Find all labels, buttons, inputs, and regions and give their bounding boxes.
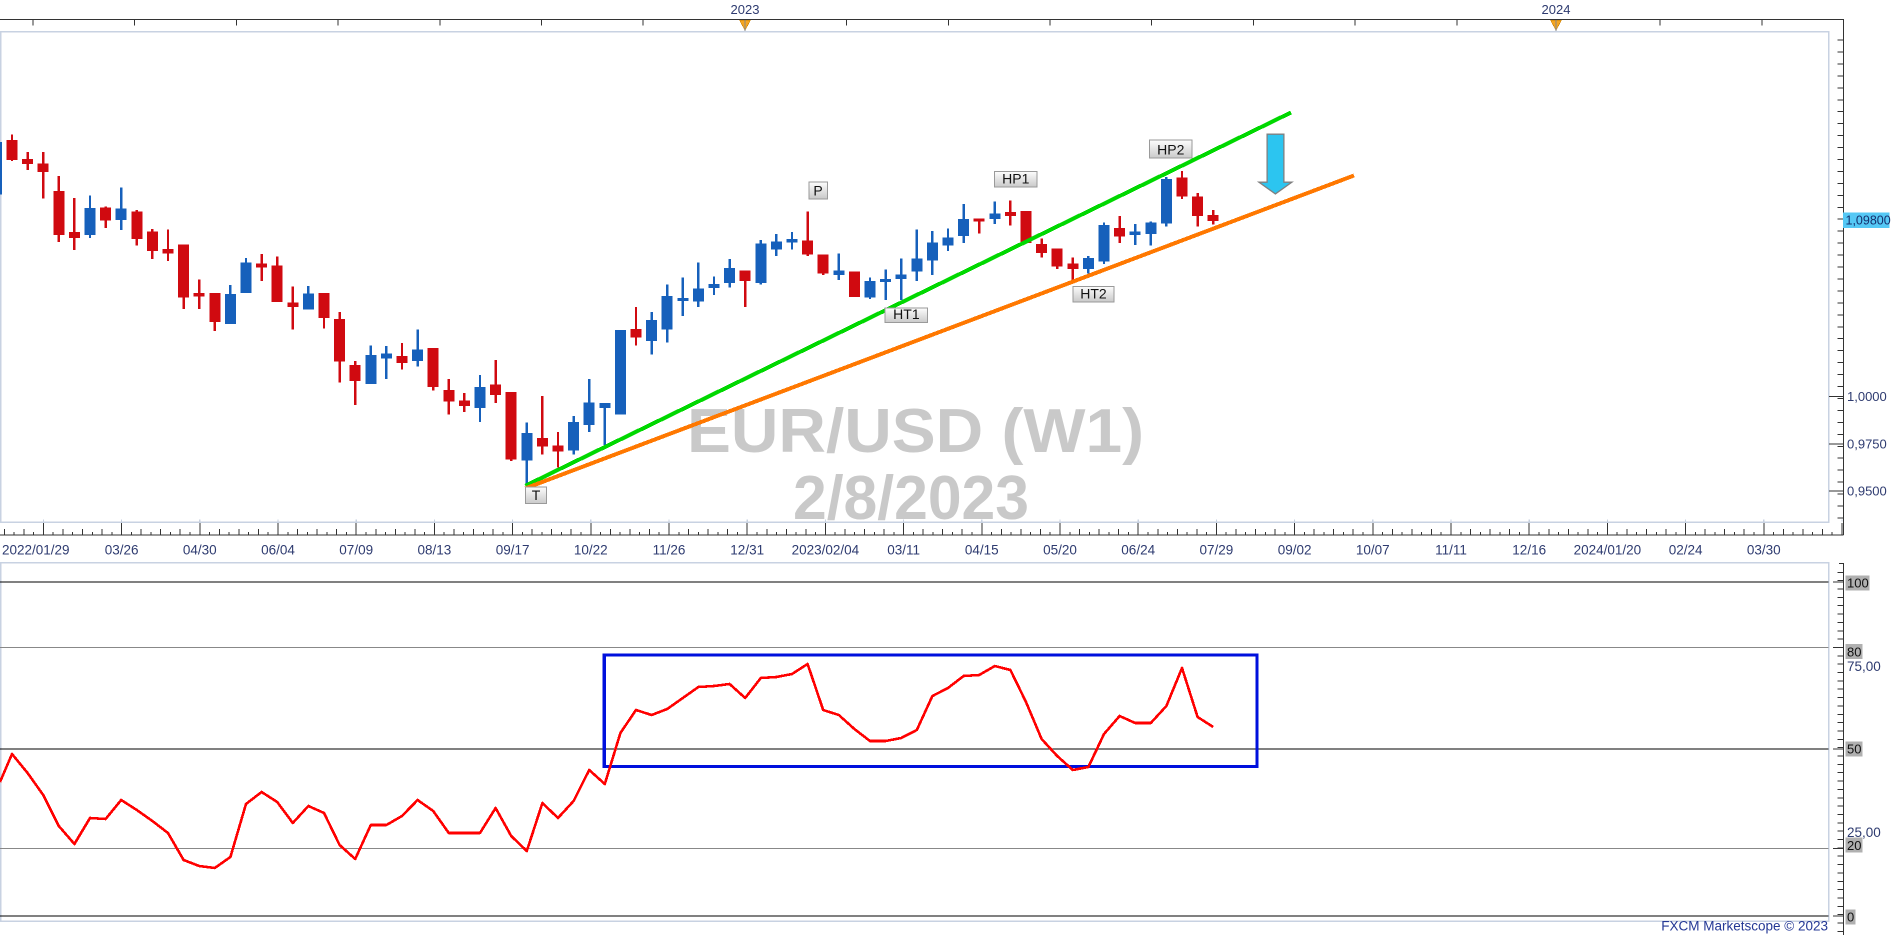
svg-text:03/30: 03/30 bbox=[1747, 543, 1781, 558]
svg-text:2023: 2023 bbox=[731, 2, 760, 17]
svg-text:06/04: 06/04 bbox=[261, 543, 295, 558]
svg-text:50: 50 bbox=[1847, 742, 1861, 757]
svg-text:05/20: 05/20 bbox=[1043, 543, 1077, 558]
svg-text:0: 0 bbox=[1847, 910, 1854, 925]
svg-text:12/31: 12/31 bbox=[730, 543, 764, 558]
svg-text:HT1: HT1 bbox=[893, 306, 920, 322]
svg-text:2024: 2024 bbox=[1542, 2, 1571, 17]
svg-text:06/24: 06/24 bbox=[1121, 543, 1155, 558]
svg-text:03/26: 03/26 bbox=[105, 543, 139, 558]
svg-text:0,9750: 0,9750 bbox=[1847, 437, 1887, 452]
svg-text:75,00: 75,00 bbox=[1847, 659, 1881, 674]
svg-text:03/11: 03/11 bbox=[887, 543, 920, 558]
svg-text:12/16: 12/16 bbox=[1512, 543, 1546, 558]
svg-text:04/15: 04/15 bbox=[965, 543, 999, 558]
svg-text:1,09800: 1,09800 bbox=[1846, 214, 1891, 228]
svg-text:P: P bbox=[813, 182, 822, 198]
svg-text:09/02: 09/02 bbox=[1278, 543, 1312, 558]
svg-text:2022/01/29: 2022/01/29 bbox=[2, 543, 70, 558]
svg-text:11/26: 11/26 bbox=[653, 543, 686, 558]
svg-text:80: 80 bbox=[1847, 644, 1861, 659]
svg-text:02/24: 02/24 bbox=[1669, 543, 1703, 558]
svg-text:07/09: 07/09 bbox=[339, 543, 373, 558]
svg-text:11/11: 11/11 bbox=[1435, 543, 1467, 558]
svg-text:10/22: 10/22 bbox=[574, 543, 608, 558]
svg-text:HP1: HP1 bbox=[1002, 171, 1029, 187]
svg-text:FXCM Marketscope © 2023: FXCM Marketscope © 2023 bbox=[1661, 919, 1828, 934]
svg-text:04/30: 04/30 bbox=[183, 543, 217, 558]
svg-text:2024/01/20: 2024/01/20 bbox=[1574, 543, 1642, 558]
svg-text:2/8/2023: 2/8/2023 bbox=[793, 464, 1029, 533]
svg-text:T: T bbox=[532, 487, 541, 503]
svg-text:1,0000: 1,0000 bbox=[1847, 389, 1887, 404]
svg-text:10/07: 10/07 bbox=[1356, 543, 1390, 558]
svg-text:HP2: HP2 bbox=[1157, 142, 1184, 158]
svg-text:09/17: 09/17 bbox=[496, 543, 530, 558]
svg-text:07/29: 07/29 bbox=[1200, 543, 1234, 558]
svg-text:HT2: HT2 bbox=[1080, 285, 1107, 301]
svg-text:25,00: 25,00 bbox=[1847, 825, 1881, 840]
svg-text:100: 100 bbox=[1847, 576, 1869, 591]
svg-text:0,9500: 0,9500 bbox=[1847, 484, 1887, 499]
svg-text:20: 20 bbox=[1847, 838, 1861, 853]
svg-text:2023/02/04: 2023/02/04 bbox=[792, 543, 860, 558]
svg-text:EUR/USD (W1): EUR/USD (W1) bbox=[687, 397, 1144, 466]
svg-text:08/13: 08/13 bbox=[418, 543, 452, 558]
